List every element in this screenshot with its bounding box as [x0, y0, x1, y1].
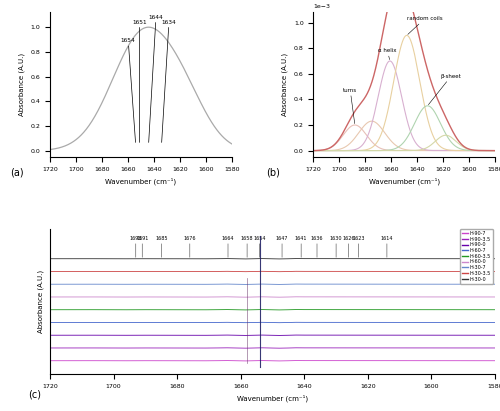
X-axis label: Wavenumber (cm⁻¹): Wavenumber (cm⁻¹)	[368, 177, 440, 185]
Y-axis label: Absorbance (A.U.): Absorbance (A.U.)	[38, 270, 44, 333]
Text: 1647: 1647	[276, 236, 288, 257]
Text: 1654: 1654	[121, 38, 136, 142]
Text: 1685: 1685	[155, 236, 168, 257]
Text: turns: turns	[343, 88, 357, 124]
Y-axis label: Absorbance (A.U.): Absorbance (A.U.)	[18, 53, 25, 116]
Text: 1658: 1658	[241, 236, 254, 257]
Text: 1654: 1654	[254, 236, 266, 257]
Text: 1614: 1614	[380, 236, 393, 257]
Text: (a): (a)	[10, 168, 24, 178]
Text: 1636: 1636	[311, 236, 323, 257]
Text: 1676: 1676	[184, 236, 196, 257]
Text: 1651: 1651	[132, 20, 147, 142]
Text: 1641: 1641	[295, 236, 308, 257]
Y-axis label: Absorbance (A.U.): Absorbance (A.U.)	[282, 53, 288, 116]
Text: 1691: 1691	[136, 236, 148, 257]
Text: 1644: 1644	[148, 15, 164, 142]
Text: β-sheet: β-sheet	[428, 74, 462, 105]
Text: 1630: 1630	[330, 236, 342, 257]
Text: 1634: 1634	[162, 20, 176, 142]
Text: random coils: random coils	[407, 16, 442, 35]
Text: 1623: 1623	[352, 236, 364, 257]
Text: (b): (b)	[266, 168, 280, 178]
Text: α helix: α helix	[378, 48, 396, 60]
Text: 1626: 1626	[342, 236, 355, 257]
Text: 1693: 1693	[130, 236, 142, 257]
Text: 1664: 1664	[222, 236, 234, 257]
X-axis label: Wavenumber (cm⁻¹): Wavenumber (cm⁻¹)	[237, 394, 308, 402]
Legend: H-90-7, H-90-3.5, H-90-0, H-60-7, H-60-3.5, H-60-0, H-30-7, H-30-3.5, H-30-0: H-90-7, H-90-3.5, H-90-0, H-60-7, H-60-3…	[460, 229, 492, 284]
Text: (c): (c)	[28, 389, 41, 399]
X-axis label: Wavenumber (cm⁻¹): Wavenumber (cm⁻¹)	[106, 177, 176, 185]
